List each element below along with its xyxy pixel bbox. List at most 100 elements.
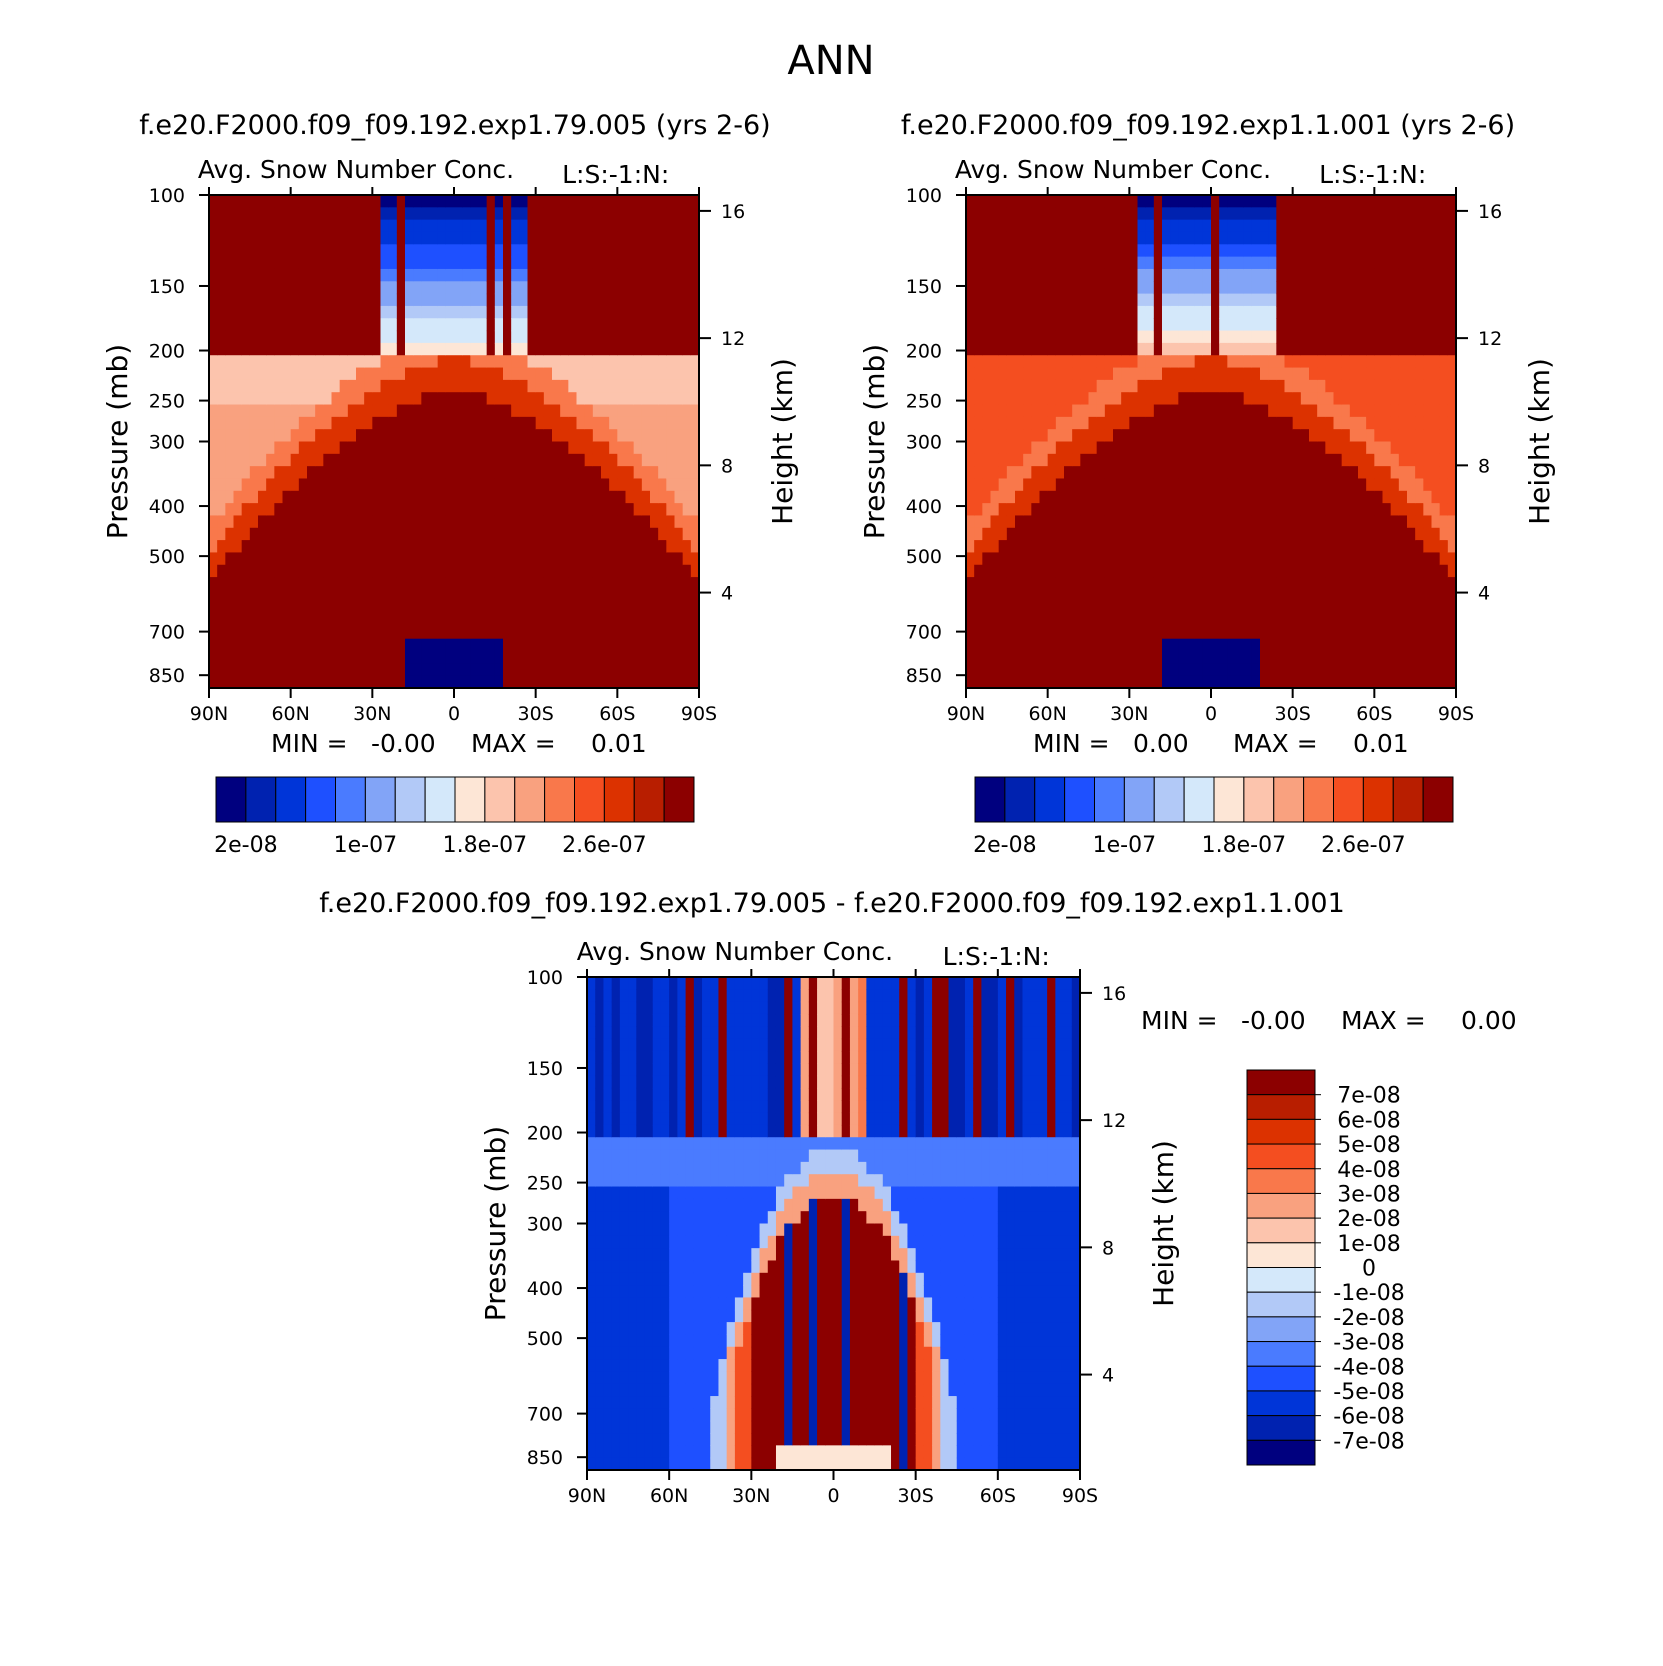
field-cell: [1227, 453, 1237, 467]
field-cell: [1431, 330, 1441, 344]
field-cell: [486, 601, 496, 615]
field-cell: [1398, 342, 1408, 356]
field-cell: [658, 268, 667, 282]
field-cell: [560, 416, 569, 430]
field-cell: [364, 614, 373, 627]
field-cell: [974, 379, 983, 393]
field-cell: [1268, 195, 1277, 208]
field-cell: [356, 195, 365, 208]
field-cell: [552, 564, 561, 578]
field-cell: [690, 626, 700, 640]
field-cell: [445, 305, 455, 319]
field-cell: [535, 675, 545, 689]
field-cell: [1333, 330, 1343, 344]
field-cell: [1260, 638, 1269, 652]
field-cell: [364, 293, 373, 307]
field-cell: [1064, 392, 1073, 406]
y2-tick-label: 16: [1478, 201, 1502, 223]
field-cell: [478, 231, 488, 245]
field-cell: [511, 404, 520, 418]
field-cell: [290, 404, 300, 418]
field-cell: [1047, 355, 1057, 369]
field-cell: [413, 231, 422, 245]
field-cell: [486, 540, 496, 554]
field-cell: [1447, 256, 1457, 270]
field-cell: [1349, 281, 1359, 295]
field-cell: [552, 626, 561, 640]
field-cell: [641, 207, 651, 221]
field-cell: [1202, 614, 1212, 627]
field-cell: [633, 441, 643, 455]
field-cell: [470, 207, 480, 221]
field-cell: [421, 195, 431, 208]
field-cell: [1235, 355, 1245, 369]
field-cell: [233, 355, 243, 369]
field-cell: [274, 614, 284, 627]
field-cell: [1366, 589, 1375, 603]
field-cell: [527, 355, 537, 369]
field-cell: [1113, 429, 1122, 443]
field-cell: [1349, 293, 1359, 307]
field-cell: [478, 355, 488, 369]
field-cell: [1104, 219, 1114, 233]
field-cell: [1276, 404, 1286, 418]
field-cell: [1211, 515, 1220, 529]
field-cell: [1088, 367, 1098, 381]
field-cell: [1423, 305, 1433, 319]
field-cell: [1415, 207, 1424, 221]
field-cell: [982, 441, 992, 455]
field-cell: [380, 231, 390, 245]
field-cell: [1113, 330, 1122, 344]
field-cell: [1366, 552, 1375, 566]
field-cell: [356, 638, 365, 652]
field-cell: [1358, 614, 1367, 627]
field-cell: [552, 466, 561, 480]
field-cell: [633, 503, 643, 517]
field-cell: [1390, 392, 1400, 406]
field-cell: [356, 515, 365, 529]
field-cell: [1104, 195, 1114, 208]
y-tick-label: 400: [149, 496, 185, 518]
field-cell: [323, 231, 333, 245]
field-cell: [1137, 392, 1147, 406]
field-cell: [1202, 478, 1212, 492]
field-cell: [429, 663, 439, 677]
field-cell: [1202, 367, 1212, 381]
field-cell: [690, 195, 700, 208]
field-cell: [1407, 367, 1416, 381]
field-cell: [1439, 195, 1449, 208]
field-cell: [1186, 441, 1196, 455]
field-cell: [576, 441, 586, 455]
field-cell: [307, 453, 316, 467]
field-cell: [1219, 379, 1228, 393]
field-cell: [274, 490, 284, 504]
field-cell: [421, 663, 431, 677]
field-cell: [1300, 367, 1310, 381]
field-cell: [274, 256, 284, 270]
field-cell: [543, 577, 553, 590]
field-cell: [690, 429, 700, 443]
field-cell: [576, 281, 586, 295]
field-cell: [690, 318, 700, 332]
field-cell: [315, 330, 324, 344]
field-cell: [413, 490, 422, 504]
field-cell: [658, 478, 667, 492]
field-cell: [462, 675, 471, 689]
field-cell: [1162, 281, 1171, 295]
field-cell: [1243, 441, 1253, 455]
field-cell: [617, 515, 627, 529]
field-cell: [1260, 355, 1269, 369]
field-cell: [462, 281, 471, 295]
field-cell: [217, 515, 226, 529]
field-cell: [258, 515, 267, 529]
field-cell: [1276, 490, 1286, 504]
field-cell: [1080, 651, 1090, 664]
field-cell: [1374, 540, 1384, 554]
field-cell: [233, 601, 243, 615]
field-cell: [307, 527, 316, 541]
field-cell: [650, 207, 659, 221]
field-cell: [413, 342, 422, 356]
field-cell: [1260, 490, 1269, 504]
field-cell: [1439, 478, 1449, 492]
field-cell: [511, 268, 520, 282]
